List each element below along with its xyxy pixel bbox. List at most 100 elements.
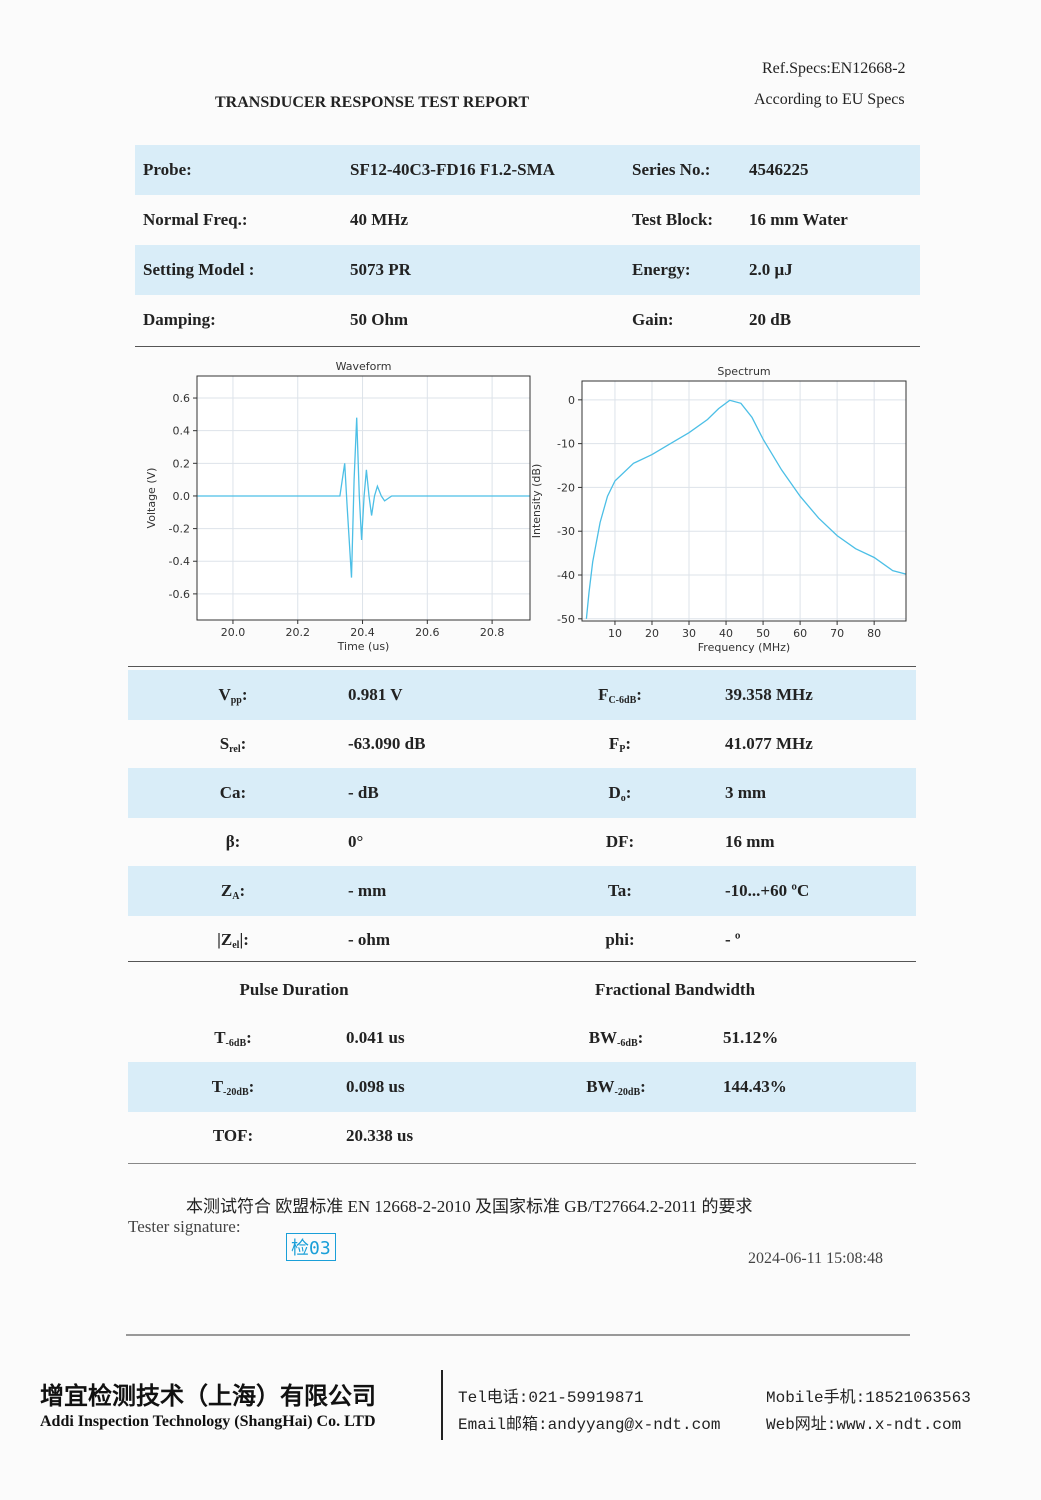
label-part: -6dB <box>225 1038 247 1049</box>
x-tick-label: 30 <box>682 627 696 640</box>
label-part: : <box>636 685 642 704</box>
cell: 0.041 us <box>346 1028 405 1047</box>
label-part: -6dB <box>617 1038 638 1049</box>
date: 2024-06-11 15:08:48 <box>748 1250 883 1267</box>
y-tick-label: 0.2 <box>173 457 191 470</box>
cell: Pulse Duration <box>239 980 349 999</box>
cell: 16 mm Water <box>749 210 848 229</box>
x-tick-label: 60 <box>793 627 807 640</box>
cell: Ta: <box>608 881 632 900</box>
label-part: D <box>608 783 621 802</box>
label-part: BW <box>588 1028 618 1047</box>
cell: 3 mm <box>725 783 767 802</box>
cell: β: <box>225 832 241 851</box>
cell: FC-6dB: <box>540 670 700 726</box>
line-series <box>585 399 907 619</box>
x-tick-label: 70 <box>830 627 844 640</box>
x-tick-label: 20.2 <box>285 626 310 639</box>
x-tick-label: 80 <box>867 627 881 640</box>
x-tick-label: 40 <box>719 627 733 640</box>
y-axis-label: Voltage (V) <box>145 468 158 529</box>
cell: Damping: <box>143 310 216 329</box>
cell: 39.358 MHz <box>725 685 813 704</box>
param-row: Vpp: 0.981 V FC-6dB: 39.358 MHz <box>128 670 916 720</box>
ref-specs: Ref.Specs:EN12668-2 <box>762 60 906 77</box>
plot-frame <box>196 375 531 621</box>
plot-frame <box>581 380 907 622</box>
row-line <box>128 961 916 962</box>
param-row: |Zel|: - ohm phi: - º <box>128 915 916 965</box>
cell: 20 dB <box>749 310 792 329</box>
cell: 40 MHz <box>350 210 409 229</box>
web: Web网址:www.x-ndt.com <box>766 1416 962 1434</box>
label-part: BW <box>586 1077 615 1096</box>
divider <box>126 1334 910 1336</box>
plot-area <box>581 380 907 622</box>
info-row: Damping: 50 Ohm Gain: 20 dB <box>135 295 920 345</box>
cell: Test Block: <box>632 210 714 229</box>
mobile: Mobile手机:18521063563 <box>766 1389 971 1407</box>
cell: phi: <box>605 930 635 949</box>
pulse-header: Pulse Duration Fractional Bandwidth <box>128 965 916 1015</box>
cell: Probe: <box>143 160 192 179</box>
cell: 0.981 V <box>348 685 403 704</box>
cell: 0° <box>348 832 364 851</box>
info-row: Setting Model : 5073 PR Energy: 2.0 μJ <box>135 245 920 295</box>
label-part: -20dB <box>614 1087 641 1098</box>
cell: T-20dB: <box>153 1062 313 1118</box>
cell: DF: <box>605 832 635 851</box>
param-row: ZA: - mm Ta: -10...+60 ºC <box>128 866 916 916</box>
x-tick-label: 50 <box>756 627 770 640</box>
cell: BW-20dB: <box>536 1062 696 1118</box>
label-part: |: <box>239 930 249 949</box>
spec-note: According to EU Specs <box>754 91 905 108</box>
cell: Gain: <box>632 310 674 329</box>
label-part: : <box>240 734 247 753</box>
y-tick-label: -0.6 <box>169 588 190 601</box>
tel: Tel电话:021-59919871 <box>458 1389 644 1407</box>
label-part: P <box>619 744 626 755</box>
label-part: : <box>640 1077 646 1096</box>
cell: -63.090 dB <box>348 734 426 753</box>
cell: Setting Model : <box>143 260 255 279</box>
label-part: : <box>637 1028 644 1047</box>
x-tick-label: 20 <box>645 627 659 640</box>
cell: T-6dB: <box>153 1013 313 1069</box>
cell: BW-6dB: <box>536 1013 696 1069</box>
stamp: 检03 <box>286 1233 336 1261</box>
label-part: el <box>232 940 240 951</box>
row-line <box>128 1163 916 1164</box>
x-axis-label: Frequency (MHz) <box>698 641 790 654</box>
row-line <box>128 666 916 667</box>
y-tick-label: 0.6 <box>173 392 191 405</box>
cell: - mm <box>348 881 387 900</box>
y-tick-label: -40 <box>557 569 575 582</box>
cell: 4546225 <box>749 160 809 179</box>
email: Email邮箱:andyyang@x-ndt.com <box>458 1416 721 1434</box>
cell: ZA: <box>153 866 313 922</box>
line-series <box>197 417 530 578</box>
pulse-row: T-6dB: 0.041 us BW-6dB: 51.12% <box>128 1013 916 1063</box>
company-en: Addi Inspection Technology (ShangHai) Co… <box>40 1413 376 1430</box>
compliance: 本测试符合 欧盟标准 EN 12668-2-2010 及国家标准 GB/T276… <box>186 1197 753 1216</box>
label-part: : <box>625 783 632 802</box>
label-part: S <box>219 734 230 753</box>
label-part: T <box>214 1028 226 1047</box>
y-tick-label: -0.2 <box>169 523 190 536</box>
label-part: V <box>218 685 231 704</box>
y-tick-label: -10 <box>557 438 575 451</box>
label-part: A <box>232 891 240 902</box>
label-part: C-6dB <box>608 695 637 706</box>
label-part: : <box>625 734 632 753</box>
label-part: |Z <box>217 930 233 949</box>
company-cn: 增宜检测技术（上海）有限公司 <box>40 1384 376 1410</box>
label-part: : <box>241 685 248 704</box>
cell: 16 mm <box>725 832 775 851</box>
cell: 51.12% <box>723 1028 779 1047</box>
chart-title: Spectrum <box>717 365 770 378</box>
pulse-row: T-20dB: 0.098 us BW-20dB: 144.43% <box>128 1062 916 1112</box>
cell: TOF: <box>212 1126 254 1145</box>
y-tick-label: -20 <box>557 481 575 494</box>
label-part: : <box>248 1077 255 1096</box>
